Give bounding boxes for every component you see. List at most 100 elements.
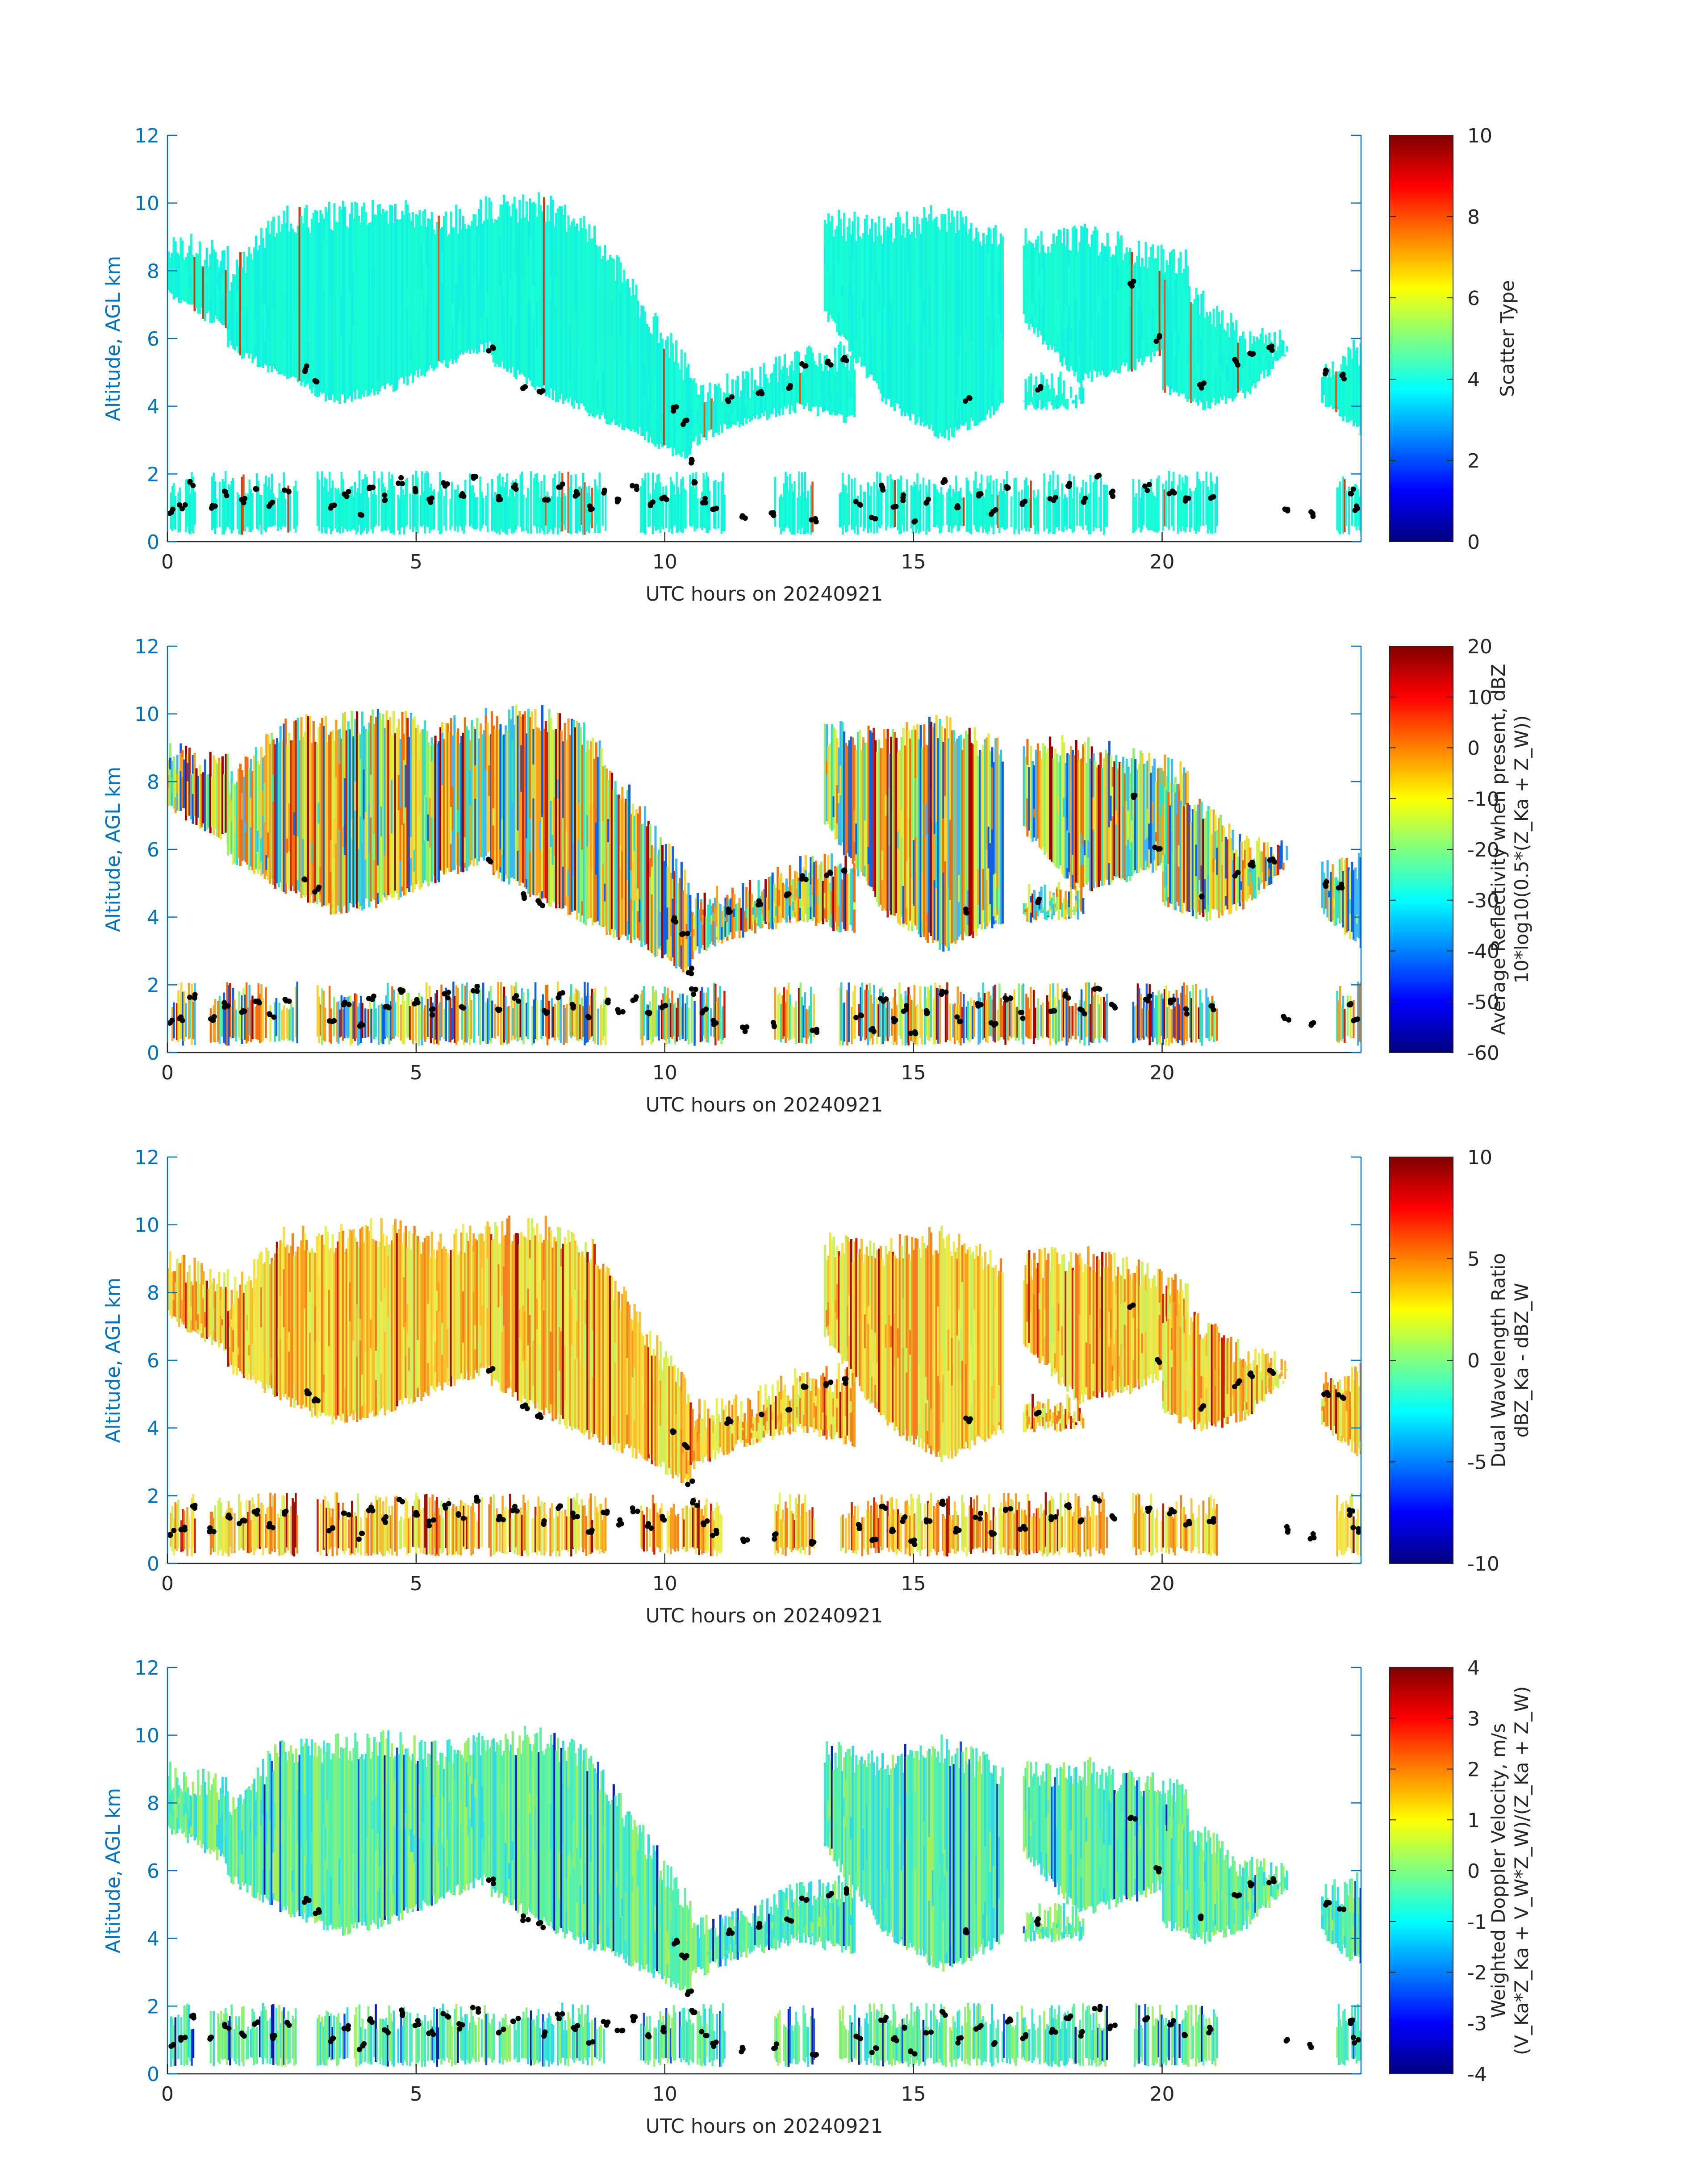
heatmap-cell [248, 305, 251, 327]
heatmap-cell [604, 1273, 606, 1441]
heatmap-cell [782, 882, 785, 918]
heatmap-cell [716, 1001, 718, 1039]
heatmap-cell [1049, 475, 1052, 533]
heatmap-cell [1134, 497, 1136, 532]
cloud-base-point [302, 367, 308, 372]
heatmap-cell [892, 811, 894, 877]
heatmap-cell [786, 476, 788, 526]
cloud-base-point [1129, 283, 1135, 289]
heatmap-cell [1326, 377, 1329, 407]
heatmap-cell [673, 361, 676, 448]
cloud-base-point [329, 503, 334, 509]
heatmap-cell [478, 1503, 480, 1549]
heatmap-cell [831, 395, 833, 402]
heatmap-cell [572, 218, 575, 409]
heatmap-cell [1148, 1279, 1151, 1379]
heatmap-cell [295, 1251, 297, 1401]
heatmap-cell [241, 995, 243, 1044]
cloud-base-point [1348, 491, 1353, 497]
heatmap-cell [494, 250, 497, 300]
cloud-base-point [842, 868, 848, 874]
heatmap-cell [1061, 1254, 1064, 1377]
heatmap-cell [588, 863, 591, 903]
heatmap-cell [671, 990, 673, 1039]
heatmap-cell [525, 1306, 528, 1367]
heatmap-cell [230, 1006, 233, 1039]
heatmap-cell [900, 994, 902, 1039]
heatmap-cell [598, 289, 601, 352]
heatmap-cell [720, 1009, 722, 1045]
heatmap-cell [693, 378, 696, 441]
heatmap-cell [1146, 808, 1149, 838]
heatmap-cell [463, 493, 465, 534]
heatmap-cell [405, 1226, 407, 1398]
heatmap-cell [559, 1227, 561, 1425]
heatmap-cell [209, 1296, 212, 1307]
cloud-base-point [516, 998, 522, 1004]
heatmap-cell [1226, 323, 1229, 398]
heatmap-cell [1228, 1341, 1231, 1417]
heatmap-cell [844, 366, 847, 423]
heatmap-cell [180, 270, 182, 278]
heatmap-cell [1141, 310, 1144, 338]
heatmap-cell [824, 220, 827, 312]
heatmap-cell [1230, 313, 1232, 398]
heatmap-cell [942, 494, 944, 526]
heatmap-cell [352, 1517, 355, 1554]
heatmap-cell [1108, 247, 1111, 374]
heatmap-cell [316, 211, 318, 397]
heatmap-cell [1068, 754, 1071, 875]
heatmap-cell [396, 305, 398, 324]
heatmap-cell [942, 1375, 945, 1423]
heatmap-cell [487, 998, 489, 1044]
heatmap-cell [925, 803, 927, 837]
heatmap-cell [609, 771, 612, 935]
heatmap-cell [1190, 1348, 1192, 1368]
heatmap-cell [1356, 1371, 1358, 1456]
heatmap-cell [1171, 1350, 1173, 1367]
heatmap-cell [467, 1241, 470, 1380]
heatmap-cell [1037, 489, 1040, 534]
heatmap-cell [664, 1351, 667, 1475]
heatmap-cell [1068, 907, 1071, 917]
heatmap-cell [1057, 1304, 1060, 1331]
heatmap-cell [304, 208, 306, 387]
heatmap-cell [713, 982, 715, 1037]
heatmap-cell [1038, 903, 1041, 909]
heatmap-cell [283, 723, 285, 892]
heatmap-cell [384, 212, 386, 389]
heatmap-cell [1129, 849, 1132, 876]
heatmap-cell [651, 845, 653, 953]
heatmap-cell [574, 312, 577, 368]
heatmap-cell [268, 1506, 270, 1554]
heatmap-cell [968, 1246, 971, 1450]
heatmap-cell [1188, 286, 1191, 399]
heatmap-cell [1000, 998, 1002, 1037]
heatmap-cell [479, 316, 482, 340]
heatmap-cell [520, 1232, 523, 1403]
heatmap-cell [885, 230, 887, 405]
heatmap-cell [743, 401, 746, 408]
heatmap-cell [577, 802, 580, 840]
heatmap-cell [644, 473, 647, 535]
y-tick-label: 12 [134, 125, 159, 147]
heatmap-cell [260, 984, 263, 1042]
heatmap-cell [342, 827, 344, 847]
heatmap-cell [1080, 833, 1083, 865]
heatmap-cell [432, 1333, 435, 1366]
cloud-base-point [672, 915, 677, 921]
heatmap-cell [771, 872, 774, 930]
cloud-base-point [371, 993, 376, 999]
cloud-base-point [1267, 857, 1273, 863]
heatmap-cell [881, 243, 884, 402]
heatmap-cell [1210, 1002, 1212, 1040]
heatmap-cell [862, 299, 864, 318]
heatmap-cell [1119, 762, 1121, 878]
heatmap-cell [946, 1236, 948, 1456]
heatmap-cell [876, 1363, 879, 1402]
heatmap-cell [336, 1002, 338, 1042]
heatmap-cell [1159, 994, 1161, 1045]
heatmap-cell [1282, 862, 1285, 870]
heatmap-cell [867, 286, 870, 340]
heatmap-cell [963, 738, 966, 933]
